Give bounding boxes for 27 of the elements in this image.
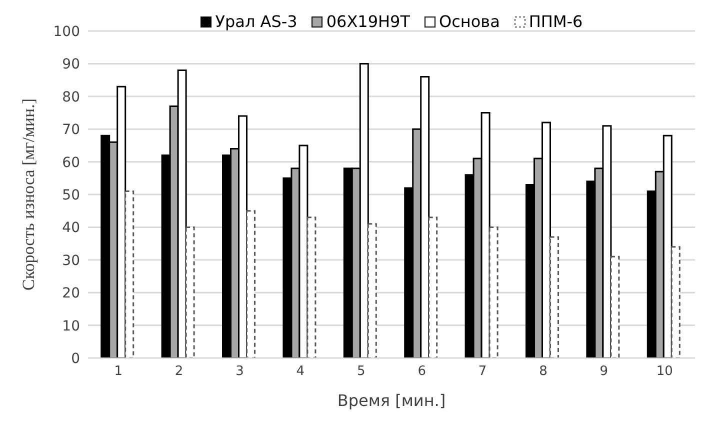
y-tick-label: 100 bbox=[53, 24, 80, 40]
y-tick-label: 0 bbox=[71, 350, 80, 367]
x-axis-title: Время [мин.] bbox=[337, 391, 446, 410]
x-tick-label: 1 bbox=[114, 364, 122, 380]
x-tick-label: 8 bbox=[539, 364, 548, 380]
legend-label: Основа bbox=[439, 12, 500, 31]
x-tick-label: 7 bbox=[478, 364, 487, 380]
legend-label: 06X19H9T bbox=[326, 12, 410, 31]
y-tick-label: 70 bbox=[62, 122, 80, 138]
y-tick-label: 90 bbox=[62, 56, 80, 73]
y-tick-label: 40 bbox=[62, 220, 80, 236]
y-axis-title: Скорость износа [мг/мин.] bbox=[19, 98, 38, 290]
y-tick-label: 30 bbox=[62, 252, 80, 269]
y-tick-label: 10 bbox=[62, 318, 80, 334]
x-tick-label: 10 bbox=[656, 364, 673, 380]
x-tick-label: 4 bbox=[296, 364, 305, 380]
y-tick-label: 60 bbox=[62, 154, 80, 171]
x-tick-label: 2 bbox=[174, 364, 184, 380]
x-tick-label: 9 bbox=[600, 364, 608, 380]
y-tick-label: 80 bbox=[62, 89, 80, 106]
y-tick-label: 20 bbox=[62, 286, 80, 302]
legend-label: Урал AS-3 bbox=[215, 12, 298, 31]
x-tick-label: 6 bbox=[418, 364, 426, 380]
y-tick-label: 50 bbox=[62, 187, 80, 204]
x-tick-label: 5 bbox=[357, 364, 366, 380]
legend-label: ППМ-6 bbox=[528, 12, 583, 31]
x-tick-label: 3 bbox=[236, 364, 244, 380]
